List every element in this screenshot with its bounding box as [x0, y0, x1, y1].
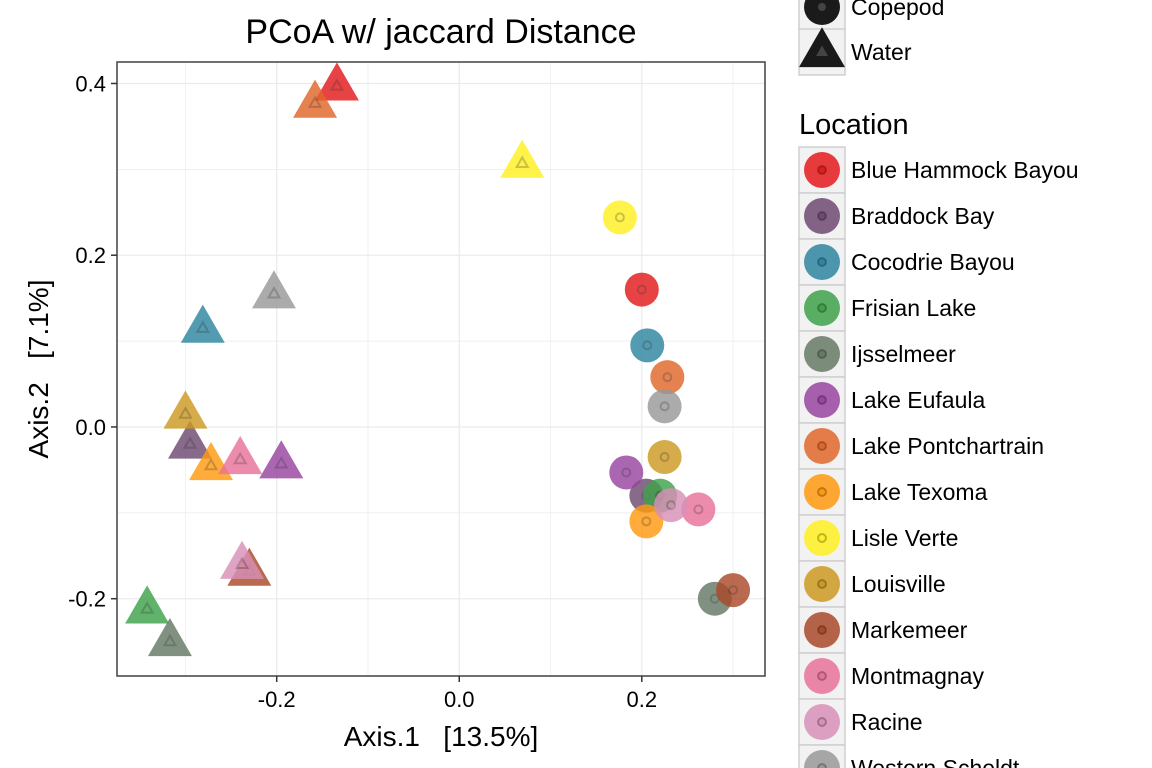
- point-center: [162, 633, 178, 647]
- copepod-point: [609, 455, 644, 490]
- point-center: [329, 78, 345, 91]
- point-center: [232, 451, 248, 465]
- water-point: [168, 420, 213, 459]
- circle-icon: [804, 0, 840, 25]
- legend-item-label: Lake Texoma: [851, 479, 988, 505]
- circle-icon-center: [818, 3, 826, 11]
- water-point: [251, 270, 296, 309]
- legend-circle-center: [817, 165, 827, 175]
- point-center: [636, 284, 647, 295]
- legend-item-label: Montmagnay: [851, 663, 984, 689]
- point-center: [139, 601, 155, 614]
- copepod-point: [602, 200, 637, 235]
- y-tick-label: 0.2: [75, 243, 106, 268]
- point-center: [659, 452, 670, 463]
- water-point: [163, 390, 208, 429]
- location-legend-title: Location: [799, 109, 909, 141]
- point-center: [642, 340, 653, 351]
- y-tick-label: -0.2: [68, 587, 106, 612]
- y-axis-label: Axis.2 [7.1%]: [23, 280, 54, 459]
- point-center: [274, 455, 289, 469]
- point-center: [234, 556, 250, 569]
- water-point: [259, 440, 304, 479]
- legend-circle-center: [817, 533, 827, 543]
- x-tick-label: 0.0: [444, 687, 475, 712]
- point-center: [266, 285, 282, 299]
- water-point: [220, 540, 265, 579]
- copepod-point: [681, 492, 716, 527]
- legend-circle-center: [817, 763, 827, 768]
- legend-circle-center: [817, 717, 827, 727]
- point-center: [178, 406, 193, 419]
- point-center: [728, 585, 739, 596]
- point-center: [693, 504, 704, 515]
- copepod-point: [653, 488, 688, 523]
- copepod-point: [624, 272, 659, 307]
- point-center: [614, 212, 625, 223]
- water-point: [125, 585, 170, 624]
- legend-item-label: Racine: [851, 709, 923, 735]
- axis-ticks: -0.2 0.0 0.2 -0.2 0.0 0.2 0.4: [68, 71, 657, 712]
- location-legend: Location Blue Hammock Bayou Braddock Bay C…: [798, 109, 1079, 768]
- shape-legend-label: Water: [851, 39, 912, 65]
- plot-border: [116, 61, 766, 677]
- legend-item-label: Frisian Lake: [851, 295, 976, 321]
- legend-circle-center: [817, 303, 827, 313]
- shape-legend-label: Copepod: [851, 0, 944, 20]
- legend-item-label: Western Scheldt: [851, 755, 1020, 768]
- legend-item-label: Louisville: [851, 571, 946, 597]
- legend-item-label: Lisle Verte: [851, 525, 958, 551]
- point-center: [662, 372, 673, 383]
- point-center: [514, 155, 530, 168]
- point-center: [182, 436, 198, 449]
- point-center: [665, 500, 676, 511]
- copepod-point: [647, 440, 682, 475]
- water-point: [180, 304, 225, 343]
- triangle-icon-center: [816, 45, 828, 56]
- water-point: [147, 618, 192, 657]
- point-center: [195, 320, 211, 333]
- point-center: [203, 457, 219, 471]
- legend-circle-center: [817, 257, 827, 267]
- copepod-point: [629, 504, 664, 539]
- y-tick-label: 0.0: [75, 415, 106, 440]
- shape-legend: Copepod Water: [798, 0, 944, 76]
- x-tick-label: 0.2: [626, 687, 657, 712]
- water-point: [293, 79, 338, 118]
- x-axis-label: Axis.1 [13.5%]: [344, 721, 539, 752]
- legend-item-label: Markemeer: [851, 617, 968, 643]
- point-center: [621, 467, 632, 478]
- legend-item-label: Lake Eufaula: [851, 387, 985, 413]
- copepod-point: [647, 389, 682, 424]
- copepod-point: [630, 328, 665, 363]
- point-center: [307, 95, 323, 108]
- x-tick-label: -0.2: [258, 687, 296, 712]
- copepod-point: [650, 360, 685, 395]
- legend-circle-center: [817, 579, 827, 589]
- data-points: [125, 62, 751, 657]
- water-point: [500, 139, 545, 178]
- legend-circle-center: [817, 211, 827, 221]
- legend-circle-center: [817, 487, 827, 497]
- legend-item-label: Ijsselmeer: [851, 341, 956, 367]
- point-center: [659, 401, 670, 412]
- copepod-point: [716, 573, 751, 608]
- chart-title: PCoA w/ jaccard Distance: [245, 13, 636, 51]
- legend-circle-center: [817, 395, 827, 405]
- legend-item-label: Cocodrie Bayou: [851, 249, 1015, 275]
- point-center: [641, 516, 652, 527]
- water-point: [314, 62, 359, 101]
- legend-circle-center: [817, 441, 827, 451]
- legend-circle-center: [817, 625, 827, 635]
- legend-item-label: Lake Pontchartrain: [851, 433, 1044, 459]
- legend-circle-center: [817, 671, 827, 681]
- water-point: [218, 435, 263, 475]
- legend-item-label: Blue Hammock Bayou: [851, 157, 1079, 183]
- y-tick-label: 0.4: [75, 71, 106, 96]
- legend-item-label: Braddock Bay: [851, 203, 995, 229]
- legend-circle-icon: [804, 750, 840, 768]
- legend-circle-center: [817, 349, 827, 359]
